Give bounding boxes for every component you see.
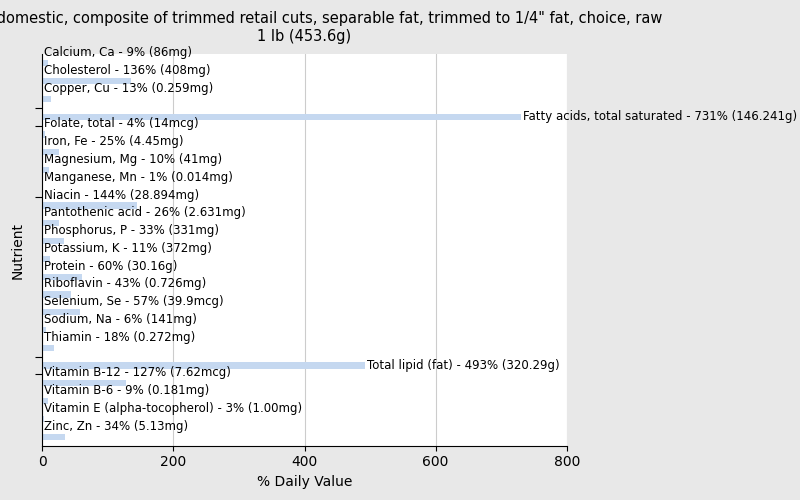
Bar: [42, 274, 82, 280]
Text: Selenium, Se - 57% (39.9mcg): Selenium, Se - 57% (39.9mcg): [44, 295, 223, 308]
Title: Lamb, domestic, composite of trimmed retail cuts, separable fat, trimmed to 1/4": Lamb, domestic, composite of trimmed ret…: [0, 11, 662, 44]
Bar: [42, 309, 80, 316]
Bar: [42, 96, 51, 102]
Bar: [42, 344, 54, 351]
Bar: [42, 434, 65, 440]
Text: Iron, Fe - 25% (4.45mg): Iron, Fe - 25% (4.45mg): [44, 135, 183, 148]
Text: Calcium, Ca - 9% (86mg): Calcium, Ca - 9% (86mg): [44, 46, 192, 60]
Bar: [42, 416, 44, 422]
Y-axis label: Nutrient: Nutrient: [11, 222, 25, 278]
Bar: [42, 292, 70, 298]
Text: Zinc, Zn - 34% (5.13mg): Zinc, Zn - 34% (5.13mg): [44, 420, 188, 432]
X-axis label: % Daily Value: % Daily Value: [257, 475, 352, 489]
Text: Pantothenic acid - 26% (2.631mg): Pantothenic acid - 26% (2.631mg): [44, 206, 246, 220]
Text: Vitamin B-12 - 127% (7.62mcg): Vitamin B-12 - 127% (7.62mcg): [44, 366, 230, 380]
Text: Cholesterol - 136% (408mg): Cholesterol - 136% (408mg): [44, 64, 210, 77]
Bar: [42, 114, 522, 120]
Bar: [42, 149, 58, 156]
Bar: [42, 327, 46, 333]
Bar: [42, 220, 59, 226]
Bar: [42, 362, 366, 368]
Text: Niacin - 144% (28.894mg): Niacin - 144% (28.894mg): [44, 188, 198, 202]
Bar: [42, 256, 50, 262]
Text: Sodium, Na - 6% (141mg): Sodium, Na - 6% (141mg): [44, 313, 197, 326]
Text: Protein - 60% (30.16g): Protein - 60% (30.16g): [44, 260, 177, 272]
Text: Vitamin E (alpha-tocopherol) - 3% (1.00mg): Vitamin E (alpha-tocopherol) - 3% (1.00m…: [44, 402, 302, 415]
Text: Potassium, K - 11% (372mg): Potassium, K - 11% (372mg): [44, 242, 211, 255]
Text: Magnesium, Mg - 10% (41mg): Magnesium, Mg - 10% (41mg): [44, 153, 222, 166]
Bar: [42, 238, 64, 244]
Bar: [42, 132, 45, 138]
Text: Manganese, Mn - 1% (0.014mg): Manganese, Mn - 1% (0.014mg): [44, 171, 233, 184]
Text: Thiamin - 18% (0.272mg): Thiamin - 18% (0.272mg): [44, 331, 195, 344]
Text: Total lipid (fat) - 493% (320.29g): Total lipid (fat) - 493% (320.29g): [366, 359, 559, 372]
Bar: [42, 202, 137, 208]
Text: Riboflavin - 43% (0.726mg): Riboflavin - 43% (0.726mg): [44, 278, 206, 290]
Text: Phosphorus, P - 33% (331mg): Phosphorus, P - 33% (331mg): [44, 224, 218, 237]
Text: Vitamin B-6 - 9% (0.181mg): Vitamin B-6 - 9% (0.181mg): [44, 384, 209, 397]
Text: Fatty acids, total saturated - 731% (146.241g): Fatty acids, total saturated - 731% (146…: [522, 110, 797, 123]
Text: Folate, total - 4% (14mcg): Folate, total - 4% (14mcg): [44, 118, 198, 130]
Bar: [42, 78, 131, 84]
Bar: [42, 398, 48, 404]
Bar: [42, 380, 126, 386]
Text: Copper, Cu - 13% (0.259mg): Copper, Cu - 13% (0.259mg): [44, 82, 213, 95]
Bar: [42, 60, 48, 66]
Bar: [42, 167, 49, 173]
